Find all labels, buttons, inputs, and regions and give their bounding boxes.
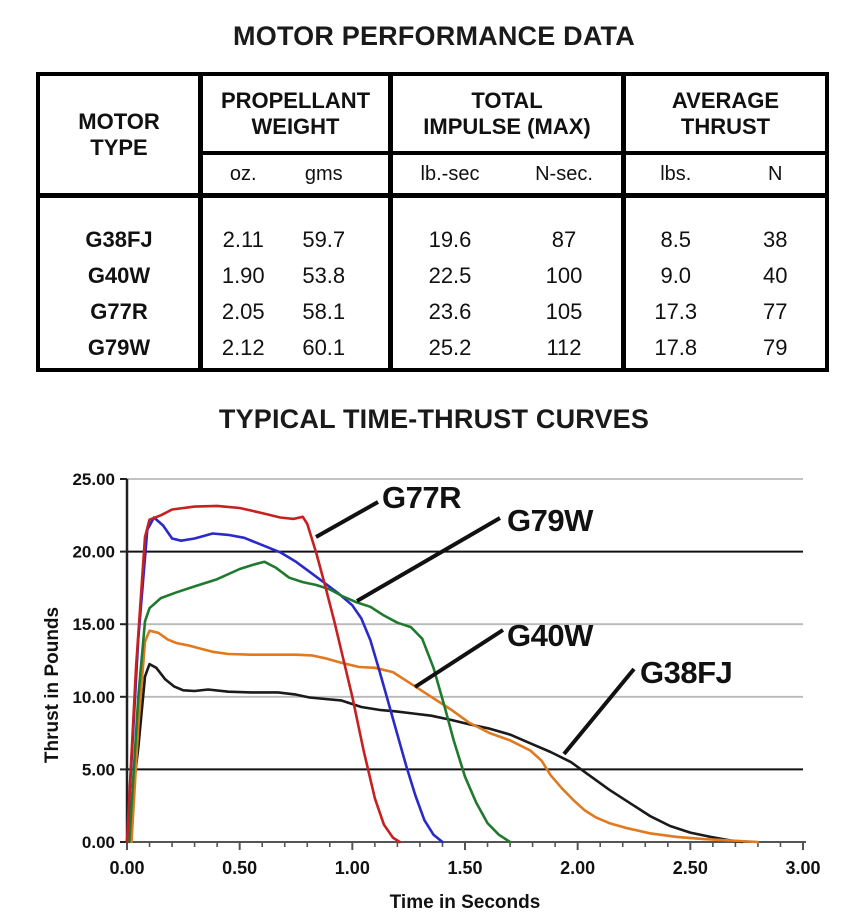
curve-label-G40W: G40W <box>507 618 594 653</box>
curve-G40W <box>130 629 760 844</box>
value-n: 40 <box>763 263 788 288</box>
value-gms: 58.1 <box>302 299 346 324</box>
value-oz: 2.05 <box>221 299 265 324</box>
value-oz: 2.12 <box>221 335 265 360</box>
header-total-impulse: TOTAL IMPULSE (MAX) <box>423 87 591 139</box>
unit-gms: gms <box>304 162 343 185</box>
unit-oz: oz. <box>229 162 257 185</box>
motor-name: G77R <box>90 299 148 324</box>
column-divider <box>198 76 203 368</box>
motor-name-column: G38FJ G40W G77R G79W <box>40 198 198 368</box>
header-motor-type: MOTOR TYPE <box>78 108 160 160</box>
motor-name: G79W <box>87 335 151 360</box>
value-n-sec: 112 <box>546 335 582 360</box>
value-lbs: 8.5 <box>660 227 692 252</box>
x-tick-label: 0.50 <box>222 858 257 878</box>
motor-name: G38FJ <box>85 227 153 252</box>
y-tick-label: 25.00 <box>72 470 115 489</box>
total-impulse-values: 19.6 87 22.5 100 23.6 105 25.2 112 <box>393 198 621 368</box>
leader-line-G79W <box>355 516 502 603</box>
units-propellant-weight: oz. gms <box>203 155 388 193</box>
column-divider <box>621 76 626 368</box>
value-gms: 60.1 <box>302 335 346 360</box>
column-divider <box>388 76 393 368</box>
value-lbs: 17.3 <box>654 299 698 324</box>
x-axis-title: Time in Seconds <box>390 892 541 913</box>
value-oz: 1.90 <box>221 263 265 288</box>
value-lb-sec: 22.5 <box>428 263 472 288</box>
curve-unlabeled <box>125 516 444 844</box>
table-title: MOTOR PERFORMANCE DATA <box>233 21 635 51</box>
motor-performance-table: MOTOR TYPE PROPELLANT WEIGHT TOTAL IMPUL… <box>36 72 829 372</box>
x-tick-label: 2.50 <box>673 858 708 878</box>
units-average-thrust: lbs. N <box>626 155 825 193</box>
value-lbs: 17.8 <box>654 335 698 360</box>
time-thrust-chart: 0.00 5.00 10.00 15.00 20.00 25.00 0.00 0.50 1.00… <box>42 470 821 913</box>
leader-line-G38FJ <box>562 667 636 756</box>
value-n-sec: 105 <box>545 299 583 324</box>
motor-name: G40W <box>87 263 151 288</box>
curve-G38FJ <box>125 662 744 844</box>
unit-n: N <box>768 162 783 185</box>
y-axis-title: Thrust in Pounds <box>42 607 63 763</box>
unit-n-sec: N-sec. <box>535 162 593 185</box>
value-n: 38 <box>763 227 788 252</box>
value-lb-sec: 23.6 <box>428 299 472 324</box>
y-tick-label: 20.00 <box>72 543 115 562</box>
value-n: 79 <box>763 335 788 360</box>
header-average-thrust: AVERAGE THRUST <box>671 87 780 139</box>
header-body-divider <box>40 193 825 198</box>
leader-line-G40W <box>413 628 505 689</box>
header-units-divider <box>198 151 825 155</box>
unit-lb-sec: lb.-sec <box>420 162 480 185</box>
curve-label-G77R: G77R <box>382 480 461 515</box>
units-total-impulse: lb.-sec N-sec. <box>393 155 621 193</box>
value-gms: 59.7 <box>302 227 346 252</box>
x-tick-label: 3.00 <box>785 858 820 878</box>
header-propellant-weight: PROPELLANT WEIGHT <box>220 87 371 139</box>
y-tick-label: 15.00 <box>72 615 115 634</box>
y-tick-label: 0.00 <box>82 833 115 852</box>
curve-G77R <box>125 504 402 844</box>
propellant-weight-values: 2.11 59.7 1.90 53.8 2.05 58.1 2.12 60.1 <box>203 198 388 368</box>
value-n: 77 <box>763 299 788 324</box>
x-tick-label: 1.50 <box>447 858 482 878</box>
curve-label-G79W: G79W <box>507 503 594 538</box>
value-lbs: 9.0 <box>660 263 692 288</box>
leader-line-G77R <box>315 500 379 539</box>
value-n-sec: 87 <box>551 227 577 252</box>
curve-G79W <box>128 560 512 844</box>
y-tick-label: 5.00 <box>82 760 115 779</box>
value-gms: 53.8 <box>302 263 346 288</box>
average-thrust-values: 8.5 38 9.0 40 17.3 77 17.8 79 <box>626 198 825 368</box>
x-tick-label: 0.00 <box>109 858 144 878</box>
x-tick-label: 1.00 <box>335 858 370 878</box>
value-n-sec: 100 <box>545 263 583 288</box>
x-tick-label: 2.00 <box>560 858 595 878</box>
chart-title: TYPICAL TIME-THRUST CURVES <box>218 404 650 434</box>
curve-label-G38FJ: G38FJ <box>640 655 732 690</box>
value-lb-sec: 19.6 <box>428 227 472 252</box>
value-lb-sec: 25.2 <box>428 335 472 360</box>
unit-lbs: lbs. <box>660 162 692 185</box>
value-oz: 2.11 <box>222 227 264 252</box>
y-tick-label: 10.00 <box>72 688 115 707</box>
